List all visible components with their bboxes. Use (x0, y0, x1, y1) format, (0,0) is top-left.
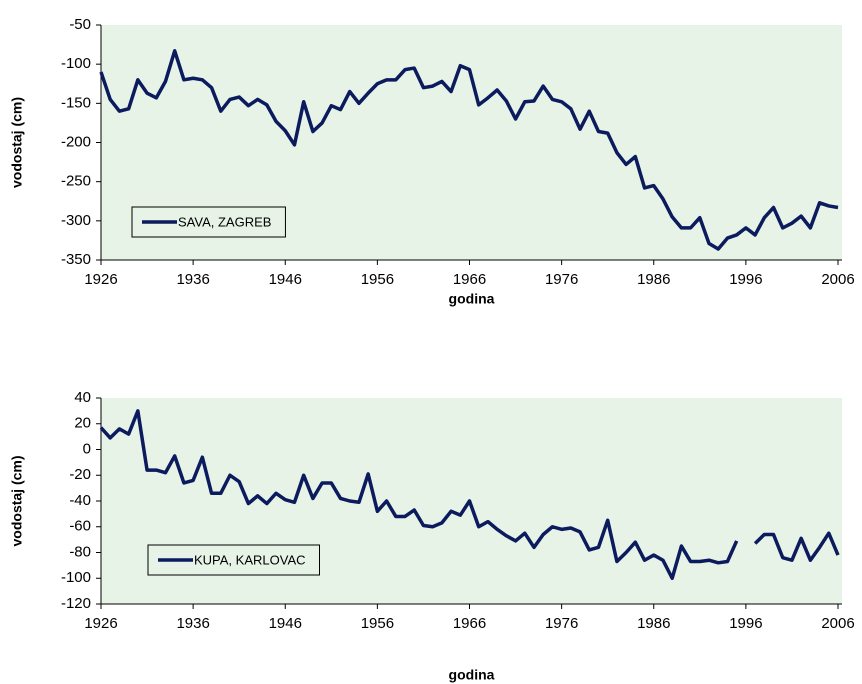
x-tick-label: 1936 (176, 615, 209, 632)
y-tick-label: -250 (61, 173, 91, 190)
x-tick-label: 1956 (361, 615, 394, 632)
x-tick-label: 1996 (729, 615, 762, 632)
legend-label: KUPA, KARLOVAC (194, 552, 306, 567)
x-tick-label: 1956 (361, 271, 394, 288)
y-tick-label: -60 (69, 518, 91, 535)
y-tick-label: 40 (74, 389, 91, 406)
x-tick-label: 1926 (84, 615, 117, 632)
y-tick-label: -200 (61, 133, 91, 150)
x-axis-label: godina (449, 667, 495, 683)
series-line (99, 49, 839, 251)
x-tick-label: 1966 (453, 615, 486, 632)
x-tick-label: 1926 (84, 271, 117, 288)
y-tick-label: -20 (69, 466, 91, 483)
y-tick-label: -300 (61, 212, 91, 229)
x-tick-label: 1946 (269, 271, 302, 288)
legend-label: SAVA, ZAGREB (178, 214, 271, 229)
chart: -120 -100 -80 -60 -40 -20 0 20 40 1926 1936 1946 195… (9, 389, 855, 683)
y-tick-label: -40 (69, 492, 91, 509)
x-tick-label: 1966 (453, 271, 486, 288)
series-line (99, 409, 840, 580)
x-tick-label: 2006 (821, 271, 854, 288)
y-tick-label: -100 (61, 55, 91, 72)
y-axis-label: vodostaj (cm) (9, 97, 25, 188)
y-tick-label: -100 (61, 569, 91, 586)
y-tick-label: -120 (61, 595, 91, 612)
x-tick-label: 1976 (545, 615, 578, 632)
chart: -350 -300 -250 -200 -150 -100 -50 1926 1936 1946 1… (9, 16, 855, 307)
x-tick-label: 1946 (269, 615, 302, 632)
x-tick-label: 1986 (637, 615, 670, 632)
x-tick-label: 2006 (821, 615, 854, 632)
y-tick-label: -150 (61, 94, 91, 111)
x-tick-label: 1976 (545, 271, 578, 288)
y-tick-label: -350 (61, 251, 91, 268)
y-tick-label: -80 (69, 543, 91, 560)
y-axis-label: vodostaj (cm) (9, 455, 25, 546)
x-axis-label: godina (449, 291, 495, 307)
x-tick-label: 1936 (176, 271, 209, 288)
y-tick-label: -50 (69, 16, 91, 33)
x-tick-label: 1996 (729, 271, 762, 288)
y-tick-label: 20 (74, 415, 91, 432)
y-tick-label: 0 (83, 440, 91, 457)
x-tick-label: 1986 (637, 271, 670, 288)
